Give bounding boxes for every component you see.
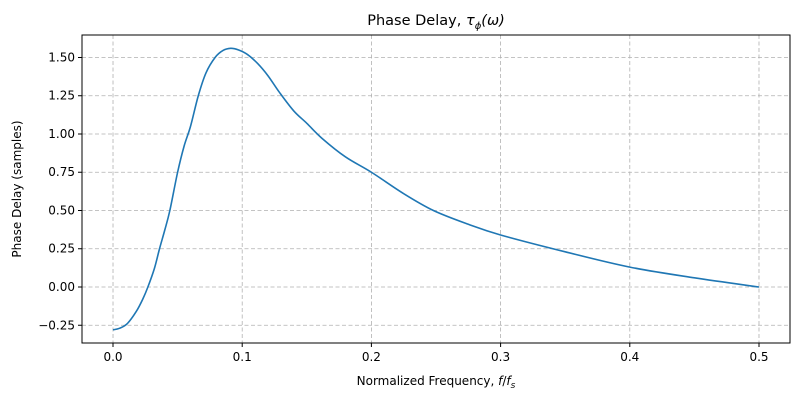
y-tick-label: 0.75 [48, 165, 75, 179]
y-tick-label: 0.25 [48, 242, 75, 256]
x-tick-label: 0.2 [362, 350, 381, 364]
grid [82, 35, 790, 343]
ticks: 0.0 0.1 0.2 0.3 0.4 0.5 −0.25 0.00 0.25 0.50 0.75 1… [38, 50, 768, 364]
x-tick-label: 0.5 [749, 350, 768, 364]
y-tick-label: 1.25 [48, 89, 75, 103]
y-tick-label: 1.50 [48, 50, 75, 64]
x-tick-label: 0.1 [233, 350, 252, 364]
chart-title: Phase Delay, τϕ(ω) [367, 13, 505, 32]
series-line [112, 47, 760, 331]
x-axis-label: Normalized Frequency, f/fs [357, 374, 516, 391]
y-tick-label: 0.00 [48, 280, 75, 294]
x-tick-label: 0.3 [491, 350, 510, 364]
plot-frame [81, 34, 791, 344]
y-tick-label: −0.25 [38, 318, 75, 332]
x-tick-label: 0.0 [103, 350, 122, 364]
x-tick-label: 0.4 [620, 350, 639, 364]
y-tick-label: 1.00 [48, 127, 75, 141]
y-tick-label: 0.50 [48, 203, 75, 217]
y-axis-label: Phase Delay (samples) [10, 120, 24, 257]
